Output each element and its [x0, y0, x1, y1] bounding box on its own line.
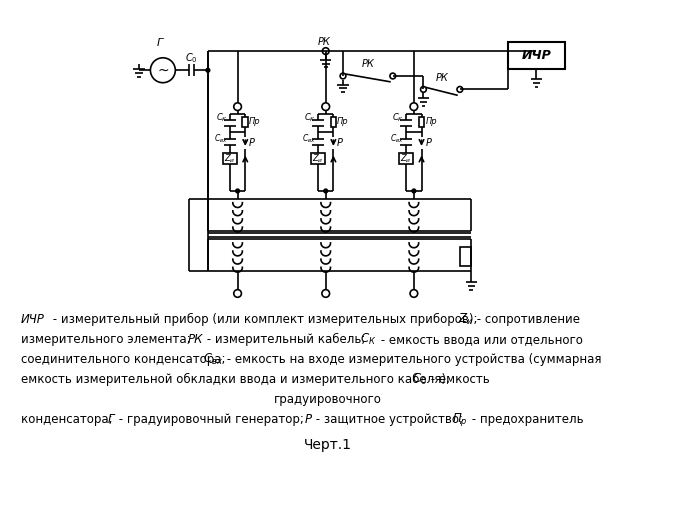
- Bar: [242, 117, 248, 127]
- Text: - предохранитель: - предохранитель: [468, 414, 583, 427]
- Text: Черт.1: Черт.1: [303, 438, 351, 452]
- Circle shape: [390, 73, 396, 79]
- Text: конденсатора;: конденсатора;: [21, 414, 116, 427]
- Text: - градуировочный генератор;: - градуировочный генератор;: [115, 414, 308, 427]
- Text: РК: РК: [317, 37, 330, 47]
- Text: $Z_и$: $Z_и$: [401, 152, 412, 164]
- Bar: [419, 117, 425, 127]
- Text: Г: Г: [108, 414, 114, 427]
- Circle shape: [151, 58, 175, 83]
- Text: ИЧР: ИЧР: [521, 50, 551, 63]
- Circle shape: [412, 189, 416, 193]
- Text: $C_К$: $C_К$: [360, 332, 377, 347]
- Text: градуировочного: градуировочного: [274, 393, 382, 406]
- Text: $Z_и$: $Z_и$: [458, 312, 473, 327]
- Text: ИЧР: ИЧР: [21, 313, 45, 326]
- Text: емкость измерительной обкладки ввода и измерительного кабеля);: емкость измерительной обкладки ввода и и…: [21, 373, 454, 386]
- Text: ~: ~: [157, 63, 169, 77]
- Text: РК: РК: [362, 59, 374, 69]
- Circle shape: [324, 189, 327, 193]
- Text: $C_K$: $C_K$: [304, 112, 316, 125]
- Text: $C_{вх}$: $C_{вх}$: [214, 133, 227, 145]
- Circle shape: [322, 290, 329, 297]
- Text: $C_0$: $C_0$: [412, 372, 427, 387]
- Circle shape: [410, 103, 418, 111]
- Text: $C_{вх}$: $C_{вх}$: [390, 133, 403, 145]
- Circle shape: [206, 68, 210, 72]
- Bar: [312, 153, 325, 164]
- Bar: [460, 247, 471, 266]
- Text: P: P: [305, 414, 312, 427]
- Circle shape: [322, 103, 329, 111]
- Circle shape: [410, 290, 418, 297]
- Text: РК: РК: [188, 333, 203, 346]
- Text: - емкость ввода или отдельного: - емкость ввода или отдельного: [377, 333, 584, 346]
- Text: соединительного конденсатора;: соединительного конденсатора;: [21, 353, 229, 366]
- Circle shape: [457, 86, 463, 92]
- Text: Пр: Пр: [337, 117, 349, 127]
- Text: РК: РК: [435, 73, 448, 83]
- Text: - емкость на входе измерительного устройства (суммарная: - емкость на входе измерительного устрой…: [223, 353, 601, 366]
- Text: Пр: Пр: [425, 117, 437, 127]
- Text: $C_{вх}$: $C_{вх}$: [203, 352, 223, 367]
- Text: - защитное устройство;: - защитное устройство;: [312, 414, 467, 427]
- Text: - измерительный кабель;: - измерительный кабель;: [203, 333, 369, 346]
- Text: - сопротивление: - сопротивление: [473, 313, 580, 326]
- Circle shape: [234, 290, 241, 297]
- Text: $C_K$: $C_K$: [216, 112, 228, 125]
- Text: Г: Г: [157, 38, 163, 49]
- Text: - емкость: - емкость: [427, 373, 490, 386]
- Text: измерительного элемента;: измерительного элемента;: [21, 333, 195, 346]
- Text: P: P: [337, 138, 343, 148]
- Circle shape: [234, 103, 241, 111]
- Bar: [223, 153, 236, 164]
- Text: P: P: [249, 138, 255, 148]
- Circle shape: [340, 73, 346, 79]
- Circle shape: [421, 86, 426, 92]
- Text: $П_р$: $П_р$: [452, 412, 468, 429]
- Bar: [508, 42, 565, 69]
- Bar: [399, 153, 413, 164]
- Text: $Z_и$: $Z_и$: [312, 152, 324, 164]
- Text: $Z_и$: $Z_и$: [224, 152, 236, 164]
- Text: - измерительный прибор (или комплект измерительных приборов);: - измерительный прибор (или комплект изм…: [49, 313, 481, 326]
- Circle shape: [236, 189, 240, 193]
- Text: Пр: Пр: [249, 117, 261, 127]
- Text: $C_{вх}$: $C_{вх}$: [301, 133, 315, 145]
- Circle shape: [323, 48, 329, 54]
- Text: $C_K$: $C_K$: [393, 112, 405, 125]
- Text: P: P: [425, 138, 431, 148]
- Bar: [331, 117, 336, 127]
- Text: $C_0$: $C_0$: [185, 51, 198, 65]
